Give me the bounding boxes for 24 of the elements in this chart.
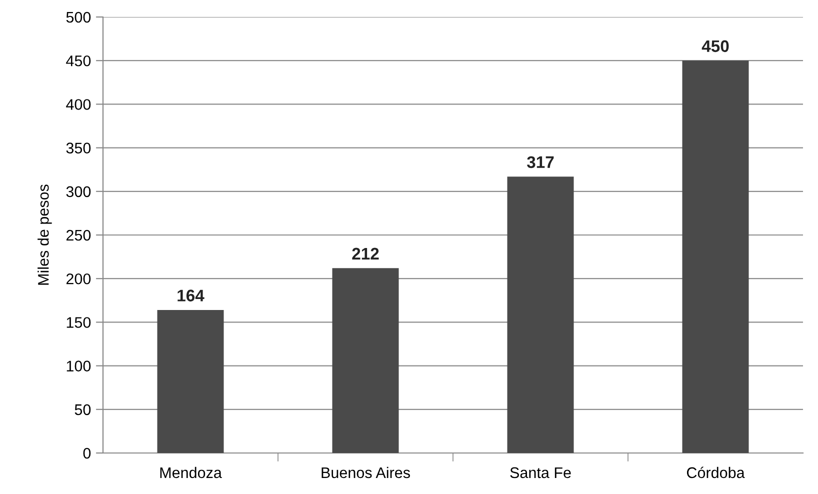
y-tick-label: 500: [66, 12, 91, 23]
bar: [332, 268, 399, 453]
data-label: 317: [526, 156, 554, 168]
bar: [157, 310, 224, 453]
y-tick-label: 50: [74, 404, 91, 416]
y-tick-label: 350: [66, 142, 91, 154]
y-tick-label: 300: [66, 186, 91, 198]
y-tick-label: 250: [66, 230, 91, 241]
bar: [507, 176, 574, 453]
y-tick-label: 450: [66, 55, 91, 66]
bar: [682, 60, 749, 453]
y-tick-label: 400: [66, 99, 91, 110]
x-tick-label: Córdoba: [686, 466, 745, 478]
y-axis-title: Miles de pesos: [38, 184, 52, 285]
data-label: 212: [352, 248, 379, 260]
y-tick-label: 0: [83, 448, 91, 459]
x-tick-label: Buenos Aires: [322, 466, 410, 478]
data-label: 450: [702, 40, 729, 52]
y-tick-label: 100: [66, 360, 91, 372]
x-tick-label: Santa Fe: [510, 467, 571, 478]
data-label: 164: [178, 290, 204, 302]
y-tick-label: 200: [66, 273, 91, 284]
x-tick-label: Mendoza: [160, 466, 222, 478]
y-tick-label: 150: [66, 317, 91, 328]
